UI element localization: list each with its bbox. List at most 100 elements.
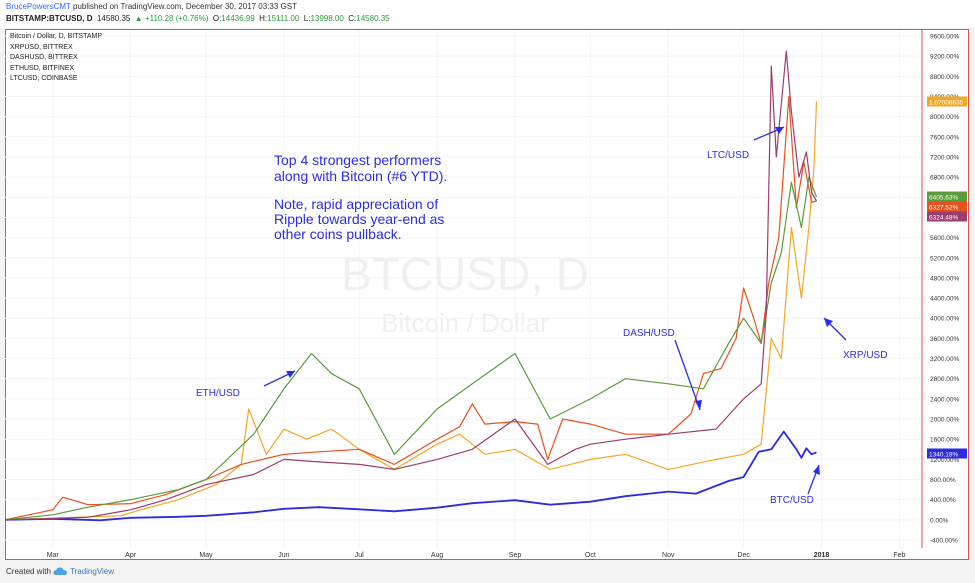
annotation-line-4: Note, rapid appreciation of bbox=[274, 196, 438, 212]
annotation-line-5: Ripple towards year-end as bbox=[274, 211, 444, 227]
legend-main-symbol[interactable]: Bitcoin / Dollar, D, BITSTAMP bbox=[10, 33, 103, 40]
y-tick-label: 4000.00% bbox=[930, 316, 959, 323]
legend-xrp[interactable]: XRPUSD, BITTREX bbox=[10, 43, 73, 51]
tradingview-brand-link[interactable]: TradingView bbox=[70, 567, 115, 576]
x-tick-label: Apr bbox=[125, 552, 137, 559]
low-label: L: bbox=[303, 14, 311, 23]
value-label-text: 6327.52% bbox=[929, 205, 958, 212]
series-line-ltcusd[interactable] bbox=[4, 50, 818, 521]
value-label-ethusd: 6405.63% bbox=[927, 191, 967, 202]
watermark-name: Bitcoin / Dollar bbox=[381, 308, 549, 338]
x-tick-label: Mar bbox=[47, 552, 60, 559]
open-label: O: bbox=[212, 14, 222, 23]
y-tick-label: -400.00% bbox=[930, 538, 958, 545]
y-tick-label: 4400.00% bbox=[930, 296, 959, 303]
xrp-annotation-label: XRP/USD bbox=[843, 350, 887, 361]
y-tick-label: 8800.00% bbox=[930, 74, 959, 81]
chart-header: BrucePowersCMT published on TradingView.… bbox=[0, 0, 975, 28]
value-label-btcusd: 1340.18% bbox=[927, 448, 967, 459]
x-tick-label: Aug bbox=[431, 552, 444, 559]
xrp-arrowhead bbox=[824, 318, 833, 327]
value-label-bg bbox=[927, 211, 967, 222]
value-label-ltcusd: 6324.48% bbox=[927, 211, 967, 222]
y-tick-label: 6800.00% bbox=[930, 175, 959, 182]
last-price: 14580.35 bbox=[96, 14, 131, 23]
x-tick-label: Jun bbox=[278, 552, 289, 559]
annotation-line-6: other coins pullback. bbox=[274, 226, 402, 242]
value-label-bg bbox=[927, 448, 967, 459]
y-tick-label: 2400.00% bbox=[930, 396, 959, 403]
author-link[interactable]: BrucePowersCMT bbox=[6, 2, 71, 11]
main-annotation: Top 4 strongest performers along with Bi… bbox=[274, 152, 447, 242]
publish-line: BrucePowersCMT published on TradingView.… bbox=[6, 2, 297, 11]
y-tick-label: 1200.00% bbox=[930, 457, 959, 464]
ltc-arrowhead bbox=[775, 127, 784, 134]
legend-dash[interactable]: DASHUSD, BITTREX bbox=[10, 54, 78, 61]
value-label-bg bbox=[927, 191, 967, 202]
x-tick-label: Oct bbox=[585, 552, 596, 559]
y-tick-label: 7600.00% bbox=[930, 134, 959, 141]
high-value: 15111.00 bbox=[267, 14, 300, 23]
value-label-text: 6405.63% bbox=[929, 195, 958, 202]
eth-arrowhead bbox=[286, 371, 295, 378]
series-line-btcusd[interactable] bbox=[4, 430, 817, 522]
y-tick-label: 5600.00% bbox=[930, 235, 959, 242]
value-label-text: 1.07008635 bbox=[929, 100, 964, 107]
tradingview-cloud-icon bbox=[53, 567, 67, 575]
y-tick-label: 1600.00% bbox=[930, 437, 959, 444]
x-tick-label: Dec bbox=[737, 552, 750, 559]
y-tick-label: 9600.00% bbox=[930, 34, 959, 41]
y-tick-label: 4800.00% bbox=[930, 275, 959, 282]
created-with-text: Created with bbox=[6, 567, 51, 576]
symbol-label: BITSTAMP:BTCUSD, D bbox=[6, 14, 93, 23]
ltc-annotation-label: LTC/USD bbox=[707, 150, 749, 161]
watermark-symbol: BTCUSD, D bbox=[341, 248, 589, 300]
footer: Created with TradingView bbox=[0, 561, 975, 583]
publish-info: published on TradingView.com, December 3… bbox=[73, 2, 297, 11]
y-tick-label: 8000.00% bbox=[930, 114, 959, 121]
price-change: ▲ +110.28 (+0.76%) bbox=[134, 14, 209, 23]
y-tick-label: 2800.00% bbox=[930, 376, 959, 383]
series-line-ethusd[interactable] bbox=[4, 176, 818, 521]
dash-annotation-arrow bbox=[674, 339, 701, 411]
x-tick-label: 2018 bbox=[814, 552, 830, 559]
value-label-text: 6324.48% bbox=[929, 215, 958, 222]
x-tick-label: Sep bbox=[509, 552, 522, 559]
dash-arrowhead bbox=[695, 400, 702, 410]
chart-panel[interactable] bbox=[5, 29, 969, 560]
legend-ltc[interactable]: LTCUSD, COINBASE bbox=[10, 75, 78, 82]
chart-legend: Bitcoin / Dollar, D, BITSTAMP XRPUSD, BI… bbox=[10, 32, 102, 85]
y-tick-label: 3600.00% bbox=[930, 336, 959, 343]
low-value: 13998.00 bbox=[310, 14, 344, 23]
btc-annotation-label: BTC/USD bbox=[770, 495, 814, 506]
x-tick-label: May bbox=[199, 552, 213, 559]
dash-annotation-label: DASH/USD bbox=[623, 328, 675, 339]
close-label: C: bbox=[348, 14, 357, 23]
y-tick-label: 3200.00% bbox=[930, 356, 959, 363]
legend-eth[interactable]: ETHUSD, BITFINEX bbox=[10, 64, 75, 72]
btc-arrowhead bbox=[813, 465, 820, 475]
x-tick-label: Jul bbox=[355, 552, 364, 559]
annotation-line-1: Top 4 strongest performers bbox=[274, 152, 441, 168]
y-tick-label: 2000.00% bbox=[930, 417, 959, 424]
y-tick-label: 9200.00% bbox=[930, 54, 959, 61]
y-tick-label: 5200.00% bbox=[930, 255, 959, 262]
high-label: H: bbox=[259, 14, 268, 23]
annotation-line-2: along with Bitcoin (#6 YTD). bbox=[274, 168, 447, 184]
value-label-xrpusd: 1.07008635 bbox=[927, 96, 967, 107]
quote-line: BITSTAMP:BTCUSD, D 14580.35 ▲ +110.28 (+… bbox=[6, 14, 390, 23]
y-tick-label: 800.00% bbox=[930, 477, 956, 484]
value-label-dashusd: 6327.52% bbox=[927, 201, 967, 212]
value-label-bg bbox=[927, 96, 967, 107]
y-tick-label: 400.00% bbox=[930, 497, 956, 504]
value-label-bg bbox=[927, 201, 967, 212]
y-tick-label: 0.00% bbox=[930, 517, 949, 524]
x-tick-label: Feb bbox=[893, 552, 905, 559]
x-tick-label: Nov bbox=[662, 552, 675, 559]
eth-annotation-label: ETH/USD bbox=[196, 388, 240, 399]
open-value: 14436.99 bbox=[221, 14, 255, 23]
value-label-text: 1340.18% bbox=[929, 452, 958, 459]
close-value: 14580.35 bbox=[356, 14, 390, 23]
y-tick-label: 7200.00% bbox=[930, 154, 959, 161]
